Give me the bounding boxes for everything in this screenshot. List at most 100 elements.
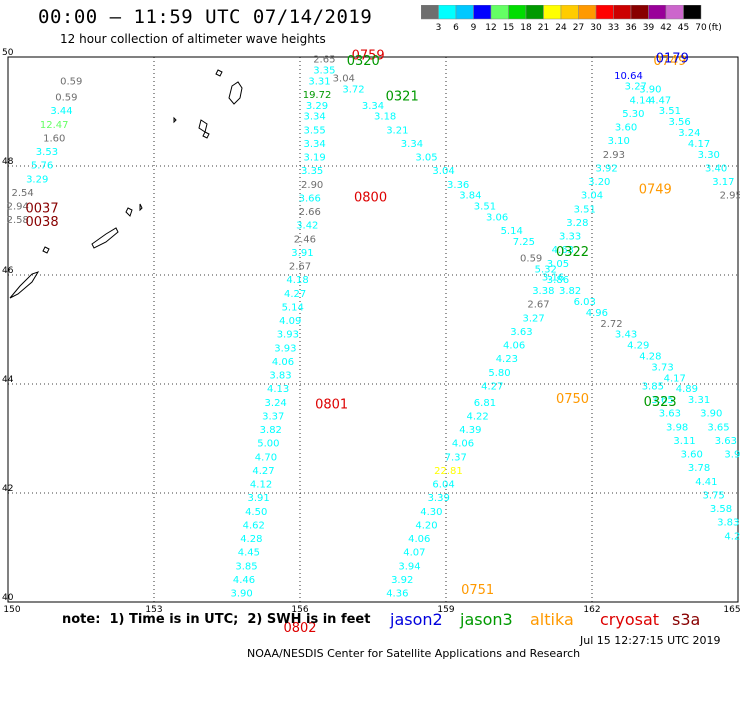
legend-jason3: jason3: [460, 610, 513, 629]
wave-height-value: 2.66: [299, 207, 321, 218]
colorbar-swatch: [683, 5, 702, 20]
wave-height-value: 19.72: [303, 90, 332, 101]
wave-height-value: 10.64: [614, 71, 643, 82]
wave-height-value: 3.82: [559, 286, 581, 297]
wave-height-value: 3.73: [651, 362, 673, 373]
wave-height-value: 3.17: [712, 177, 734, 188]
island-outline: [125, 207, 133, 217]
wave-height-value: 3.84: [459, 191, 481, 202]
wave-height-value: 3.38: [532, 286, 554, 297]
wave-height-value: 3.20: [588, 177, 610, 188]
wave-height-value: 0.59: [520, 253, 542, 264]
wave-height-value: 4.09: [279, 316, 301, 327]
wave-height-value: 3.63: [510, 327, 532, 338]
wave-height-value: 5.00: [257, 439, 279, 450]
colorbar-unit: (ft): [708, 23, 722, 31]
wave-height-value: 3.10: [608, 136, 630, 147]
y-tick-label: 48: [2, 157, 14, 167]
wave-height-value: 3.53: [36, 147, 58, 158]
wave-height-value: 5.14: [501, 226, 523, 237]
colorbar-tick-label: 33: [608, 23, 619, 31]
colorbar-tick-label: 39: [643, 23, 655, 31]
colorbar-tick-label: 70: [695, 23, 707, 31]
wave-height-value: 12.47: [40, 120, 69, 131]
island-outline: [215, 69, 223, 77]
wave-height-value: 4.20: [415, 520, 437, 531]
wave-height-value: 2.65: [313, 54, 335, 65]
wave-height-value: 3.98: [666, 422, 688, 433]
colorbar-swatch: [525, 5, 544, 20]
wave-height-value: 4.23: [496, 354, 518, 365]
wave-height-value: 3.16: [542, 272, 564, 283]
wave-height-value: 3.85: [642, 381, 664, 392]
page-subtitle: 12 hour collection of altimeter wave hei…: [60, 32, 326, 46]
colorbar-swatch: [648, 5, 667, 20]
colorbar-tick-label: 45: [678, 23, 689, 31]
pass-time-label: 0179: [656, 51, 689, 66]
wave-height-value: 4.62: [243, 520, 265, 531]
colorbar-tick-label: 21: [538, 23, 549, 31]
colorbar-tick-label: 27: [573, 23, 584, 31]
island-outline: [139, 203, 143, 212]
footer-credit: NOAA/NESDIS Center for Satellite Applica…: [247, 647, 581, 660]
wave-height-value: 3.37: [262, 411, 284, 422]
wave-height-value: 7.37: [445, 452, 467, 463]
wave-height-value: 3.39: [428, 493, 450, 504]
colorbar-tick-label: 6: [453, 23, 459, 31]
pass-time-label: 0751: [461, 583, 494, 598]
wave-height-value: 3.34: [303, 139, 325, 150]
wave-height-value: 4.50: [245, 507, 267, 518]
wave-height-value: 1.60: [43, 133, 65, 144]
colorbar-swatch: [595, 5, 614, 20]
wave-height-value: 3.36: [447, 180, 469, 191]
wave-height-value: 4.14: [630, 95, 652, 106]
wave-height-value: 3.35: [313, 65, 335, 76]
y-tick-label: 44: [2, 375, 14, 385]
wave-height-value: 4.47: [649, 95, 671, 106]
pass-time-label: 0801: [315, 398, 348, 413]
pass-time-label: 0749: [653, 54, 686, 69]
wave-height-value: 4.17: [664, 373, 686, 384]
wave-height-value: 3.58: [710, 504, 732, 515]
footer-timestamp: Jul 15 12:27:15 UTC 2019: [580, 634, 721, 647]
wave-height-value: 3.63: [659, 409, 681, 420]
wave-height-value: 3.90: [230, 589, 252, 600]
wave-height-value: 3.60: [615, 123, 637, 134]
wave-height-value: 4.27: [284, 289, 306, 300]
wave-height-value: 3.75: [703, 490, 725, 501]
island-outline: [228, 81, 243, 105]
colorbar-tick-label: 15: [503, 23, 514, 31]
pass-time-label: 0320: [347, 54, 380, 69]
wave-height-value: 3.51: [474, 202, 496, 213]
legend-altika: altika: [530, 610, 574, 629]
wave-height-value: 2.67: [527, 300, 549, 311]
wave-height-value: 4.28: [240, 534, 262, 545]
wave-height-value: 3.29: [306, 101, 328, 112]
coastline: [9, 69, 243, 299]
colorbar-tick-label: 12: [485, 23, 496, 31]
wave-height-value: 3.78: [688, 463, 710, 474]
wave-height-value: 3.90: [639, 84, 661, 95]
colorbar-swatch: [613, 5, 632, 20]
island-outline: [9, 271, 40, 299]
wave-height-value: 3.24: [265, 398, 287, 409]
colorbar-tick-label: 30: [590, 23, 602, 31]
wave-height-value: 4.29: [627, 341, 649, 352]
wave-height-value: 3.72: [342, 84, 364, 95]
wave-height-value: 3.91: [291, 248, 313, 259]
colorbar-tick-label: 9: [471, 23, 477, 31]
island-outline: [173, 116, 177, 124]
legend-row: note: 1) Time is in UTC; 2) SWH is in fe…: [0, 610, 740, 631]
wave-height-value: 3.60: [681, 450, 703, 461]
colorbar-swatch: [490, 5, 509, 20]
wave-height-value: 3.65: [651, 395, 673, 406]
wave-height-value: 3.05: [547, 259, 569, 270]
wave-height-value: 3.91: [248, 493, 270, 504]
wave-height-value: 3.19: [303, 153, 325, 164]
wave-height-value: 4.06: [408, 534, 430, 545]
wave-height-value: 3.93: [277, 330, 299, 341]
wave-height-value: 3.94: [398, 561, 420, 572]
wave-height-value: 3.35: [301, 166, 323, 177]
pass-time-label: 0038: [26, 215, 59, 230]
wave-height-value: 3.55: [303, 125, 325, 136]
